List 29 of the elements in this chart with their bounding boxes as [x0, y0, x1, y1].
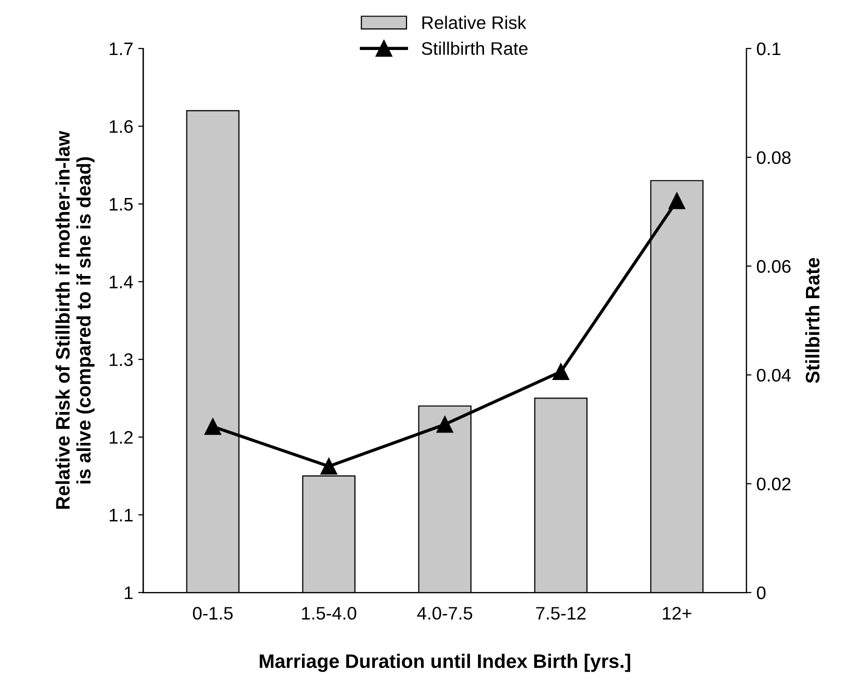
x-axis-title: Marriage Duration until Index Birth [yrs.]	[260, 654, 630, 672]
y-tick-label: 1.2	[110, 431, 133, 444]
point	[436, 416, 454, 433]
point	[552, 363, 570, 380]
x-tick-label: 0-1.5	[192, 606, 233, 620]
point	[668, 192, 686, 210]
x-tick-label: 12+	[662, 606, 692, 620]
x-tick-label: 1.5-4.0	[302, 606, 356, 620]
y-axis-title: Relative Risk of Stillbirth if mother-in-law is alive (compared to if she is dead)	[55, 130, 95, 509]
legend-label: Relative Risk	[422, 16, 526, 30]
x-tick-label: 7.5-12	[536, 606, 586, 620]
y2-tick-label: 0.1	[756, 42, 780, 56]
y2-tick-label: 0.06	[756, 260, 791, 273]
y2-tick-label: 0.02	[756, 478, 790, 490]
y2-tick-label: 0.04	[756, 368, 791, 382]
y-tick-label: 1.5	[110, 198, 133, 211]
point	[320, 458, 338, 475]
y-tick-label: 1	[124, 586, 133, 600]
y-tick-label: 1.6	[110, 120, 133, 133]
x-tick-label: 4.0-7.5	[417, 606, 472, 620]
point	[204, 418, 222, 435]
y-tick-label: 1.3	[110, 353, 133, 366]
y-tick-label: 1.7	[110, 42, 133, 56]
y2-axis-title: Stillbirth Rate	[805, 258, 820, 384]
y2-tick-label: 0	[756, 586, 766, 600]
y2-tick-label: 0.08	[756, 151, 791, 164]
legend-label: Stillbirth Rate	[422, 42, 528, 55]
y-tick-label: 1.4	[110, 276, 133, 288]
y-tick-label: 1.1	[110, 508, 133, 522]
